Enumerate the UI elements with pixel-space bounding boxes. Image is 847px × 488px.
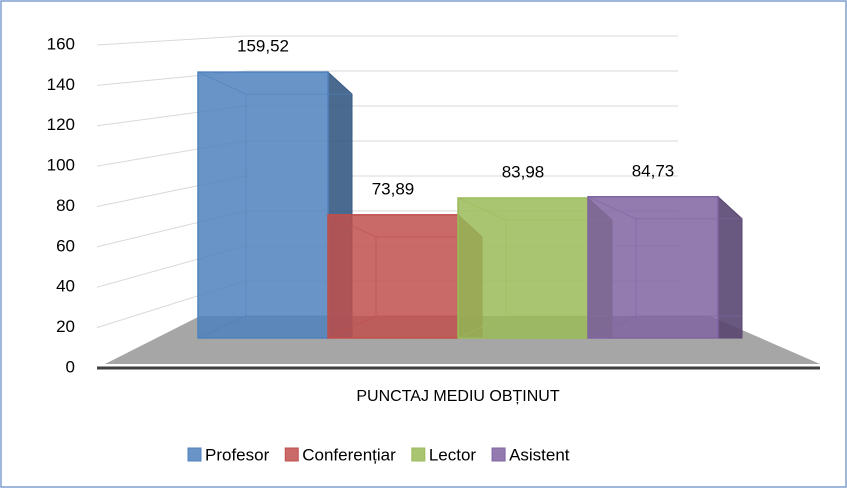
- y-tick-label: 120: [47, 115, 75, 134]
- y-tick-label: 80: [56, 196, 75, 215]
- grid-line: [96, 35, 678, 46]
- y-tick-label: 160: [47, 34, 75, 53]
- data-label: 84,73: [632, 161, 675, 180]
- data-label: 83,98: [502, 163, 545, 182]
- legend-label: Lector: [429, 445, 477, 464]
- legend-label: Profesor: [205, 445, 270, 464]
- y-tick-label: 20: [56, 317, 75, 336]
- x-tick-label: PUNCTAJ MEDIU OBȚINUT: [356, 388, 559, 405]
- legend-label: Conferențiar: [302, 445, 396, 464]
- y-tick-label: 100: [47, 156, 75, 175]
- bar-edge: [457, 315, 612, 339]
- bar-edge: [197, 315, 352, 339]
- legend-swatch: [491, 447, 506, 462]
- legend-label: Asistent: [509, 445, 570, 464]
- bar: [197, 71, 329, 339]
- data-label: 73,89: [372, 179, 415, 198]
- y-tick-label: 40: [56, 277, 75, 296]
- legend-swatch: [284, 447, 299, 462]
- bar: [587, 196, 719, 339]
- bar-edge: [327, 315, 482, 339]
- legend-swatch: [187, 447, 202, 462]
- bar-side: [717, 195, 743, 339]
- bar: [327, 214, 459, 339]
- y-tick-label: 60: [56, 236, 75, 255]
- bar-edge: [587, 315, 742, 339]
- bar: [457, 197, 589, 339]
- legend-swatch: [411, 447, 426, 462]
- data-label: 159,52: [237, 37, 289, 56]
- grid-line: [96, 70, 678, 86]
- y-tick-label: 140: [47, 75, 75, 94]
- y-tick-label: 0: [66, 357, 75, 376]
